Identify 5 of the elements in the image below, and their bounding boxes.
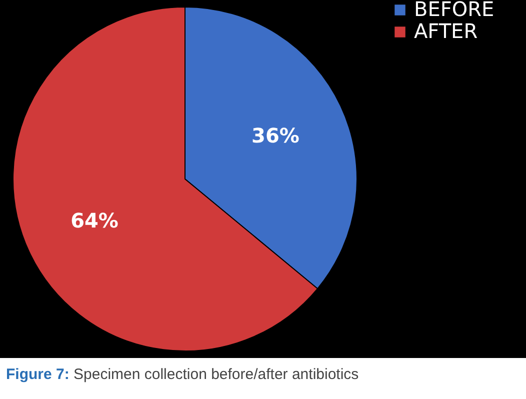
legend-label: AFTER — [414, 19, 478, 43]
caption: Figure 7: Specimen collection before/after antibiotics — [6, 366, 360, 383]
legend-label: BEFORE — [414, 0, 494, 21]
data-label: 36% — [252, 123, 300, 148]
data-label: 64% — [70, 208, 118, 233]
